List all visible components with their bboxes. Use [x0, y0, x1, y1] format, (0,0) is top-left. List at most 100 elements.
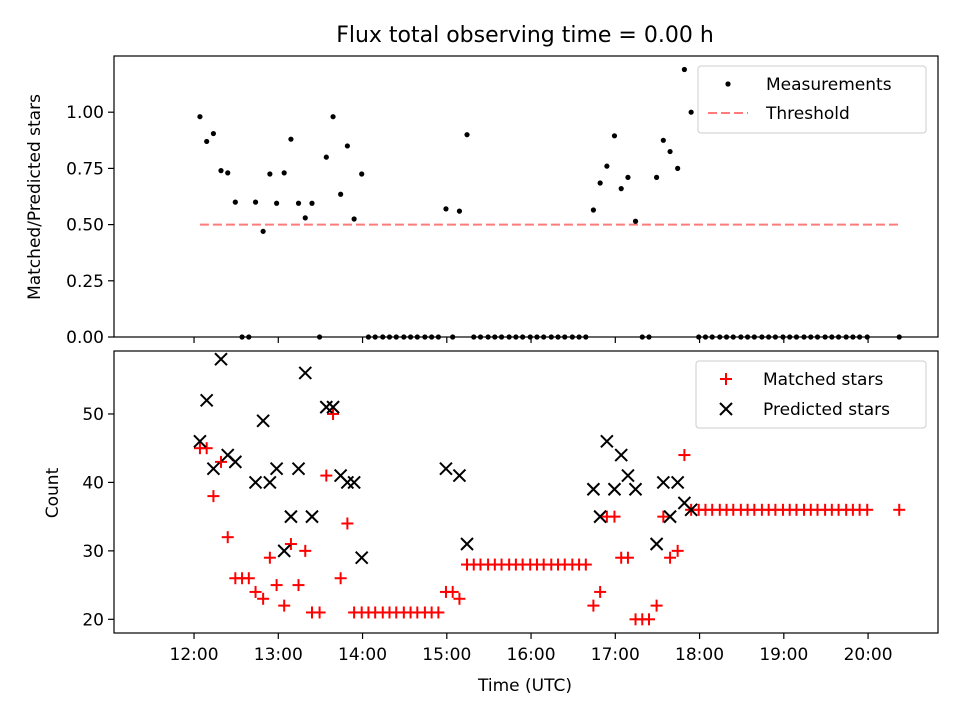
predicted-stars-point: [670, 475, 685, 490]
predicted-stars-point: [586, 482, 601, 496]
predicted-stars-point: [628, 482, 643, 496]
measurement-point: [338, 191, 344, 197]
x-stroke: [291, 462, 306, 476]
matched-stars-point: [432, 606, 445, 619]
x-stroke: [628, 482, 643, 496]
x-stroke: [460, 537, 474, 551]
ratio-panel-ticks: 0.00 0.25 0.50 0.75 1.00: [66, 103, 869, 348]
matched-stars-point: [893, 503, 906, 516]
measurement-point: [309, 200, 315, 206]
predicted-stars-point: [621, 468, 635, 483]
measurement-point: [464, 132, 470, 138]
ratio-ytick-label: 0.50: [66, 216, 104, 236]
predicted-stars-point: [607, 482, 622, 496]
measurement-point: [260, 228, 266, 234]
count-ytick-label: 40: [82, 473, 104, 493]
matched-stars-point: [221, 531, 234, 544]
count-panel-marks: [193, 352, 906, 626]
predicted-stars-point: [593, 509, 607, 524]
predicted-stars-point: [284, 509, 298, 524]
measurement-point: [323, 154, 329, 160]
predicted-stars-point: [206, 462, 221, 476]
ratio-ytick-label: 1.00: [66, 103, 104, 123]
matched-stars-point: [594, 585, 607, 598]
legend-box: [697, 65, 927, 134]
ratio-ytick-label: 0.75: [66, 159, 104, 179]
x-stroke: [649, 537, 664, 551]
predicted-stars-point: [248, 475, 263, 490]
ratio-panel-marks: [197, 66, 902, 340]
measurement-point: [274, 200, 280, 206]
predicted-stars-point: [298, 366, 312, 380]
count-xtick-label: 14:00: [338, 645, 387, 665]
measurement-point: [225, 170, 231, 176]
x-stroke: [663, 509, 677, 524]
matched-stars-point: [284, 538, 297, 551]
x-stroke: [600, 434, 614, 449]
matched-stars-point: [664, 551, 677, 564]
measurement-point: [604, 163, 610, 169]
predicted-stars-point: [439, 462, 453, 476]
x-stroke: [670, 475, 685, 490]
measurement-point: [632, 218, 639, 224]
x-stroke: [305, 509, 319, 524]
matched-stars-point: [650, 599, 663, 612]
count-panel: 20 30 40 50 12:00 13:00 14:00 15:00 16:00 17:00 18…: [43, 350, 939, 696]
predicted-stars-point: [347, 475, 361, 490]
measurement-point: [197, 114, 203, 120]
predicted-stars-point: [277, 544, 291, 558]
ratio-ytick-label: 0.25: [66, 272, 104, 292]
count-xtick-label: 12:00: [170, 645, 219, 665]
predicted-stars-point: [326, 400, 340, 414]
count-xtick-label: 16:00: [507, 645, 556, 665]
x-stroke: [206, 462, 221, 476]
predicted-stars-point: [614, 448, 628, 462]
matched-stars-point: [299, 544, 312, 557]
measurement-point: [625, 174, 631, 180]
matched-stars-point: [270, 579, 283, 592]
predicted-stars-point: [600, 434, 614, 449]
measurement-point: [660, 137, 666, 143]
count-panel-ticks: 20 30 40 50 12:00 13:00 14:00 15:00 16:00 17:00 18…: [82, 405, 892, 665]
predicted-stars-point: [649, 537, 664, 551]
ratio-ytick-label: 0.00: [66, 328, 104, 348]
x-stroke: [193, 434, 207, 449]
x-stroke: [221, 448, 235, 462]
measurement-point: [232, 199, 238, 205]
matched-stars-point: [215, 455, 228, 468]
matched-stars-point: [621, 551, 634, 564]
x-stroke: [248, 475, 263, 490]
predicted-stars-point: [193, 434, 207, 449]
measurement-point: [267, 171, 273, 177]
measurement-point: [597, 180, 603, 186]
matched-stars-point: [200, 442, 213, 455]
measurement-point: [218, 168, 224, 174]
predicted-stars-point: [291, 462, 306, 476]
x-stroke: [684, 503, 698, 517]
measurement-point: [204, 138, 210, 145]
x-stroke: [593, 509, 607, 524]
matched-stars-point: [341, 517, 354, 530]
x-stroke: [614, 448, 628, 462]
count-panel-xlabel: Time (UTC): [477, 676, 572, 696]
x-stroke: [214, 352, 228, 366]
predicted-stars-point: [663, 509, 677, 524]
matched-stars-point: [678, 449, 691, 462]
predicted-stars-point: [460, 537, 474, 551]
matched-stars-point: [657, 510, 670, 523]
count-xtick-label: 19:00: [759, 645, 808, 665]
ratio-panel-ylabel: Matched/Predicted stars: [25, 94, 45, 300]
count-xtick-label: 13:00: [254, 645, 303, 665]
measurement-point: [688, 109, 694, 115]
legend-measurements-marker: [725, 81, 731, 87]
matched-stars-point: [327, 407, 340, 420]
x-stroke: [333, 468, 348, 483]
matched-stars-point: [643, 613, 656, 626]
matched-stars-point: [313, 606, 326, 619]
predicted-stars-point: [684, 503, 698, 517]
x-stroke: [228, 455, 243, 469]
x-stroke: [354, 551, 369, 565]
count-ytick-label: 50: [82, 405, 104, 425]
matched-stars-point: [242, 572, 255, 585]
predicted-stars-point: [199, 393, 214, 407]
